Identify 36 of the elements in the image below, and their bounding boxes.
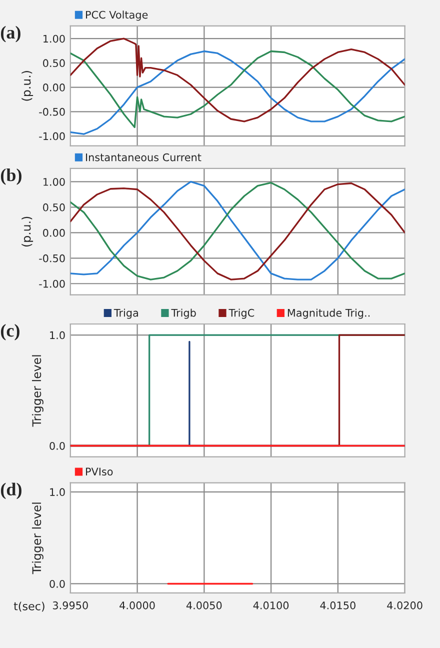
y-tick-label: 1.0 (50, 488, 65, 496)
legend-label: PVIso (86, 468, 113, 476)
chart-title: (b) (0, 168, 22, 185)
y-tick-label: 0.0 (50, 442, 65, 450)
y-tick-label: 0.00 (43, 84, 65, 92)
y-tick-label: 0.0 (50, 580, 65, 588)
y-axis-title: Trigger level (32, 502, 44, 574)
y-axis-title: (p.u.) (22, 216, 34, 246)
y-tick-label: -1.00 (39, 280, 65, 288)
legend-label: Trigb (171, 308, 196, 319)
legend-label: Magnitude Trig.. (288, 308, 370, 319)
legend-label: PCC Voltage (86, 10, 148, 21)
x-tick-label: 4.0050 (186, 601, 222, 610)
legend-label: Triga (114, 308, 138, 319)
chart-title: (d) (0, 482, 22, 500)
chart-title: (c) (0, 324, 20, 340)
x-tick-label: 4.0150 (320, 601, 356, 610)
y-tick-label: 0.50 (43, 59, 65, 68)
x-tick-label: 4.0200 (387, 601, 422, 610)
y-tick-label: -1.00 (39, 132, 65, 140)
legend-label: TrigC (228, 308, 254, 319)
legend-label: Instantaneous Current (86, 153, 202, 162)
x-tick-label: 4.0100 (253, 601, 289, 610)
y-axis-title: (p.u.) (22, 71, 34, 101)
y-tick-label: 0.00 (43, 228, 65, 237)
y-tick-label: -0.50 (39, 108, 65, 116)
chart-title: (a) (0, 26, 20, 42)
x-tick-label: 3.9950 (52, 601, 88, 610)
y-tick-label: 1.0 (50, 331, 65, 340)
y-tick-label: 0.50 (43, 203, 65, 212)
x-tick-label: 4.0000 (120, 601, 155, 610)
y-tick-label: 1.00 (43, 178, 65, 186)
y-tick-label: -0.50 (39, 254, 65, 262)
y-axis-title: Trigger level (32, 355, 44, 427)
x-axis-title: t(sec) (14, 602, 44, 612)
y-tick-label: 1.00 (43, 34, 65, 43)
